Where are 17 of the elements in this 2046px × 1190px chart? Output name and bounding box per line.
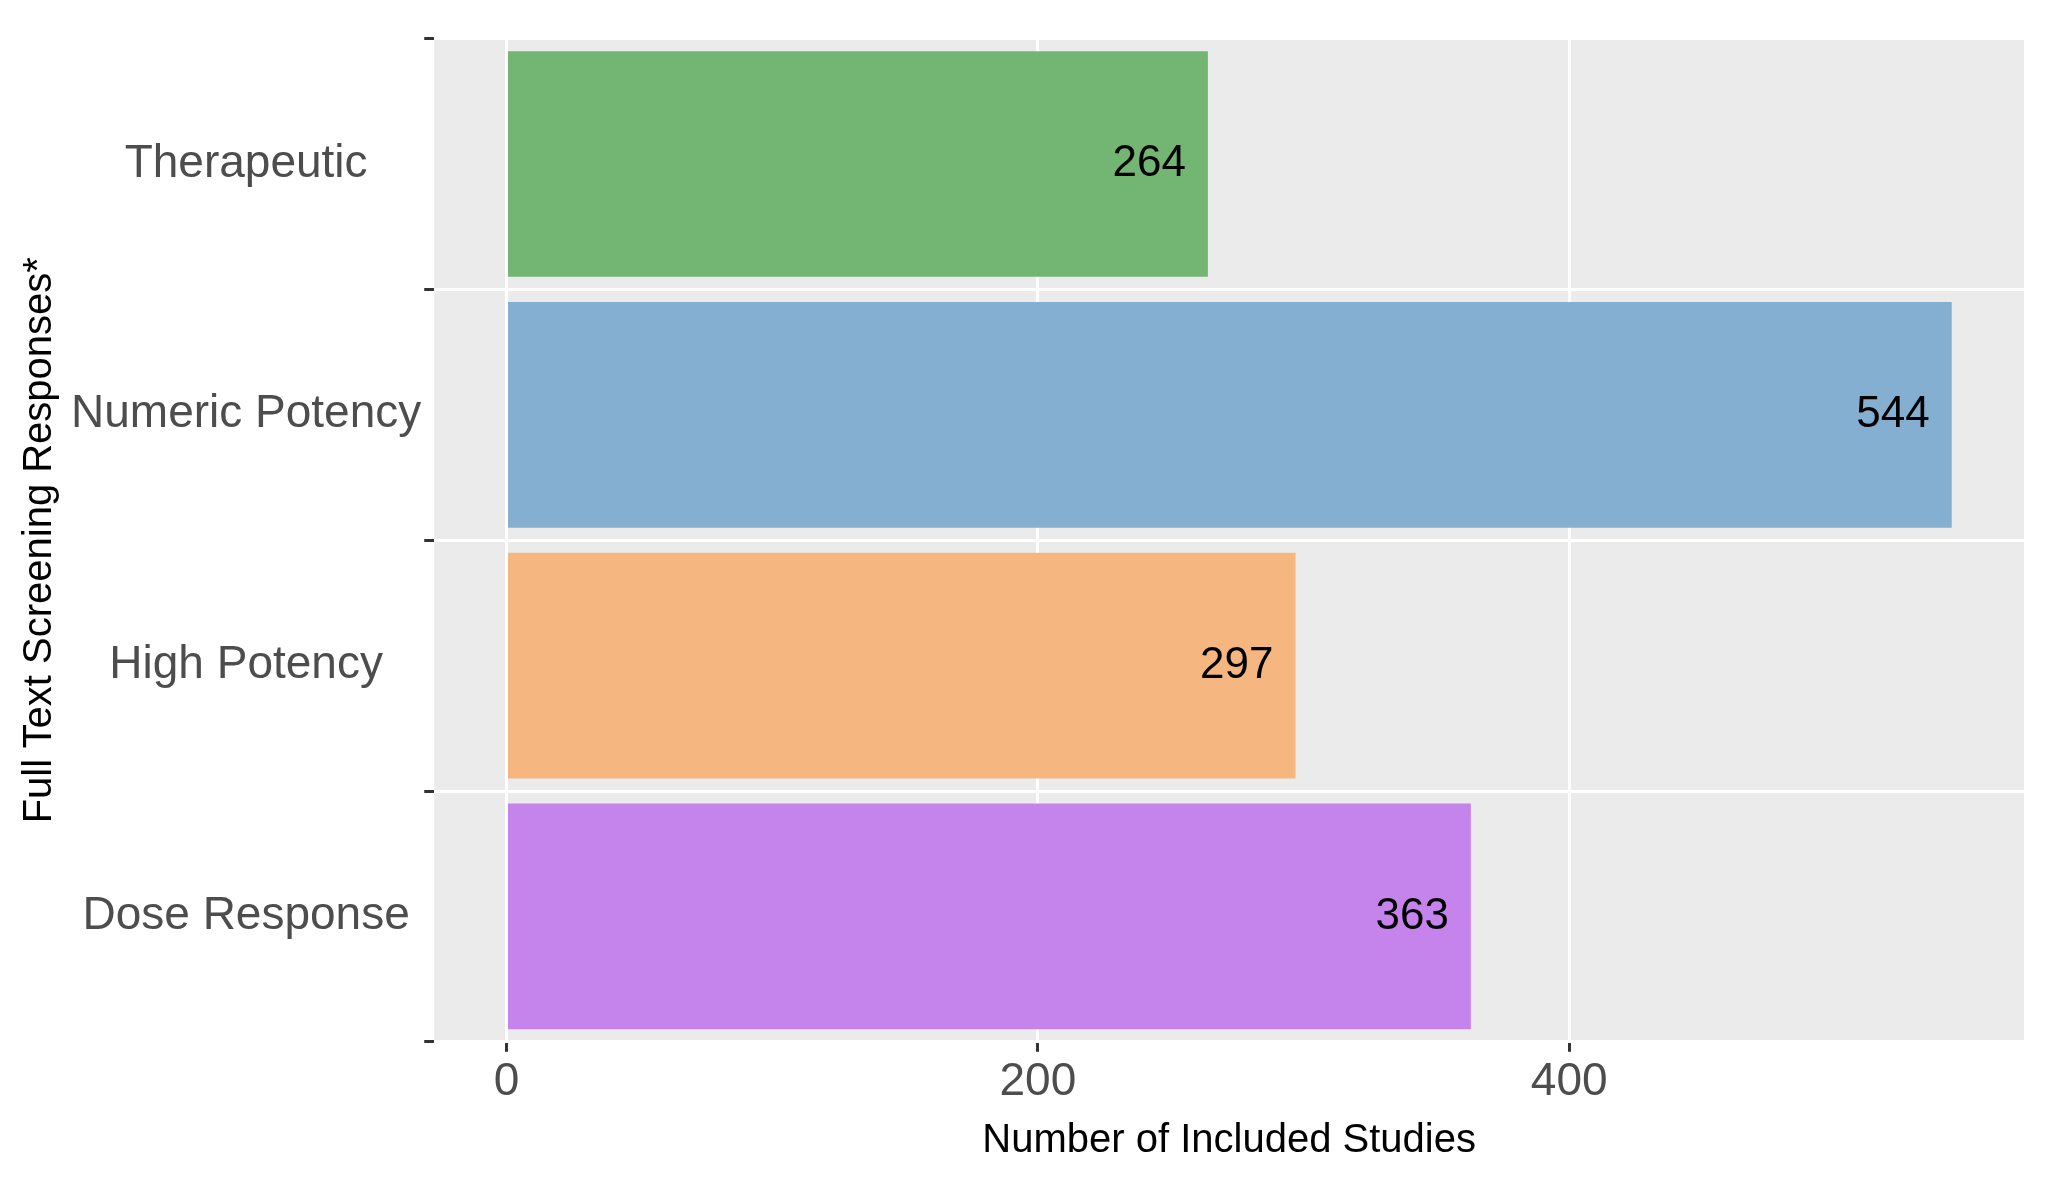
x-axis-title: Number of Included Studies	[982, 1116, 1476, 1161]
y-tick-label: High Potency	[109, 636, 383, 689]
y-tick-label: Dose Response	[82, 887, 410, 940]
bar	[508, 301, 1952, 528]
x-tick-label: 200	[999, 1053, 1077, 1106]
data-label: 297	[1200, 637, 1274, 687]
data-label: 544	[1856, 386, 1930, 436]
y-tick-label: Numeric Potency	[71, 385, 422, 438]
bar	[508, 552, 1296, 779]
data-label: 264	[1112, 136, 1186, 186]
y-axis-title: Full Text Screening Responses*	[15, 257, 60, 824]
x-tick-label: 0	[493, 1053, 520, 1106]
bar	[508, 803, 1471, 1030]
x-tick-label: 400	[1530, 1053, 1608, 1106]
bar	[508, 51, 1208, 277]
data-label: 363	[1375, 888, 1449, 938]
y-tick-label: Therapeutic	[124, 134, 368, 187]
